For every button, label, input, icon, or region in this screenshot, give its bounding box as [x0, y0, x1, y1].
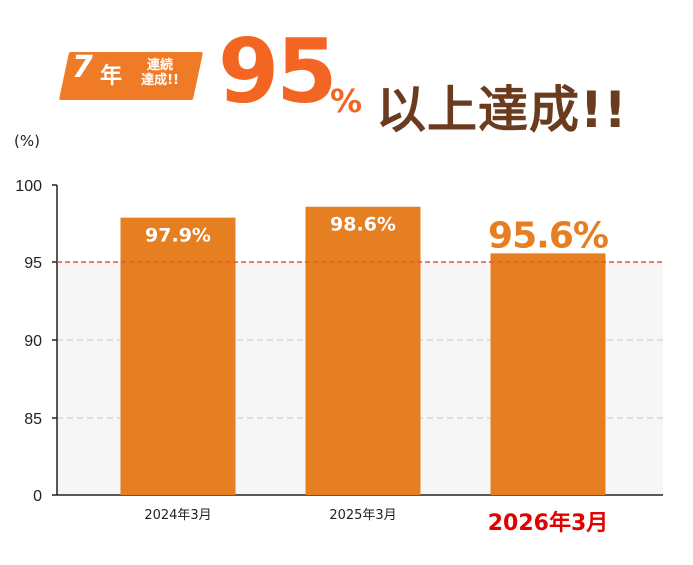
- value-label-1: 97.9%: [145, 225, 211, 247]
- y-tick-label: 95: [24, 255, 42, 272]
- y-axis-unit: (%): [14, 132, 40, 150]
- bar-2: [305, 206, 421, 495]
- value-label-3: 95.6%: [488, 215, 608, 256]
- headline-text: 以上達成!!: [376, 81, 628, 139]
- badge-text: 連続 達成!!: [141, 58, 179, 88]
- y-tick-label: 90: [24, 333, 42, 350]
- y-tick-label: 100: [15, 178, 42, 195]
- y-tick-label: 85: [24, 411, 42, 428]
- bar-1: [120, 217, 236, 495]
- headline-number: 95: [218, 20, 337, 123]
- headline-percent: %: [330, 82, 363, 120]
- x-tick-label-3: 2026年3月: [488, 510, 609, 536]
- headline: 7 年 連続 達成!! 95 % 以上達成!!: [0, 0, 693, 140]
- bar-3: [490, 253, 606, 495]
- x-tick-label-2: 2025年3月: [329, 508, 396, 523]
- y-tick-label: 0: [33, 488, 42, 505]
- x-tick-label-1: 2024年3月: [144, 508, 211, 523]
- badge-number: 7: [72, 50, 93, 85]
- value-label-2: 98.6%: [330, 214, 396, 236]
- badge-unit: 年: [100, 64, 123, 89]
